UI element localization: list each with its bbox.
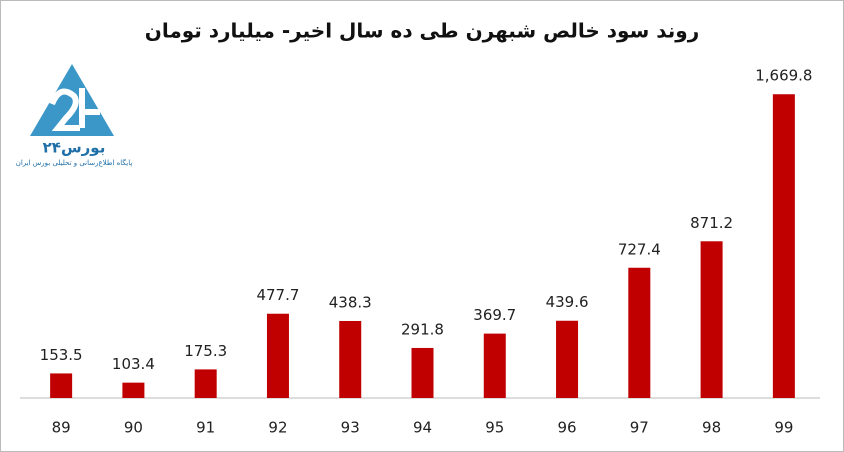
- x-tick-label: 90: [124, 419, 143, 437]
- logo: بورس۲۴ پایگاه اطلاع‌رسانی و تحلیلی بورس …: [16, 64, 133, 167]
- value-label: 291.8: [401, 320, 444, 338]
- logo-mark: [79, 88, 100, 128]
- value-label: 369.7: [473, 306, 516, 324]
- bar: [266, 313, 289, 398]
- x-tick-label: 91: [196, 419, 215, 437]
- x-tick-label: 97: [630, 419, 649, 437]
- bar: [50, 373, 73, 398]
- value-label: 871.2: [690, 214, 733, 232]
- value-label: 439.6: [546, 293, 589, 311]
- x-tick-label: 92: [268, 419, 287, 437]
- bar: [700, 241, 723, 398]
- value-label: 477.7: [256, 286, 299, 304]
- bar: [194, 369, 217, 398]
- bar: [483, 333, 506, 398]
- value-label: 103.4: [112, 355, 155, 373]
- x-tick-label: 96: [557, 419, 576, 437]
- x-tick-label: 94: [413, 419, 432, 437]
- bar: [122, 382, 145, 398]
- logo-triangle: [30, 64, 114, 136]
- value-label: 175.3: [184, 342, 227, 360]
- x-tick-label: 99: [774, 419, 793, 437]
- value-label: 727.4: [618, 240, 661, 258]
- value-label: 438.3: [329, 293, 372, 311]
- logo-name: بورس۲۴: [43, 139, 106, 157]
- chart-title: روند سود خالص شبهرن طی ده سال اخیر- میلی…: [145, 19, 699, 43]
- bar: [628, 267, 651, 398]
- value-label: 1,669.8: [755, 67, 812, 85]
- value-label: 153.5: [40, 346, 83, 364]
- bar: [411, 347, 434, 398]
- x-tick-label: 93: [341, 419, 360, 437]
- logo-tagline: پایگاه اطلاع‌رسانی و تحلیلی بورس ایران: [16, 158, 133, 167]
- x-tick-label: 89: [52, 419, 71, 437]
- bar: [556, 320, 579, 398]
- logo-mark: [49, 88, 80, 131]
- bar: [772, 94, 795, 398]
- bar: [339, 320, 362, 398]
- x-tick-label: 95: [485, 419, 504, 437]
- x-tick-label: 98: [702, 419, 721, 437]
